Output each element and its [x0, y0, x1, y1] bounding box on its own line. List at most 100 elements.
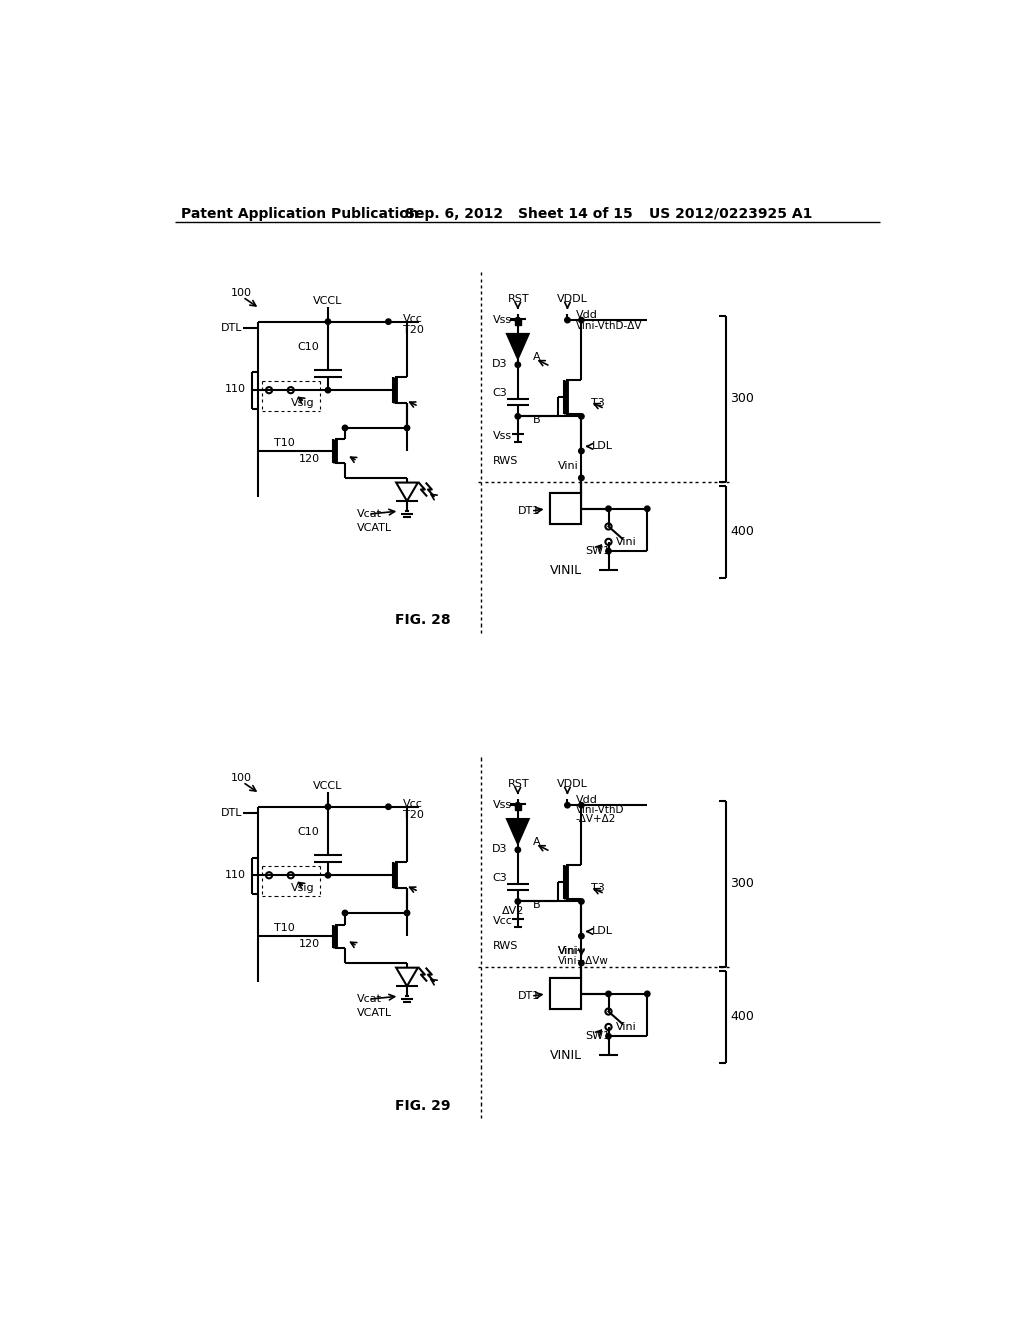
Text: B: B: [534, 416, 541, 425]
Text: Vcc: Vcc: [403, 314, 423, 323]
Text: A: A: [534, 352, 541, 362]
Text: C3: C3: [493, 388, 507, 399]
Text: DTL: DTL: [221, 808, 243, 818]
Text: Vdd: Vdd: [575, 310, 598, 319]
Circle shape: [326, 804, 331, 809]
Text: VCATL: VCATL: [357, 523, 392, 533]
Circle shape: [644, 991, 650, 997]
Bar: [515, 804, 521, 810]
Text: T20: T20: [403, 325, 424, 335]
Text: C3: C3: [493, 874, 507, 883]
Text: 110: 110: [225, 384, 246, 395]
Text: 400: 400: [730, 525, 754, 539]
Text: 300: 300: [730, 878, 754, 890]
Circle shape: [606, 506, 611, 511]
Bar: [550, 978, 582, 1010]
Polygon shape: [507, 818, 528, 843]
Circle shape: [579, 475, 584, 480]
Text: Vsig: Vsig: [291, 399, 314, 408]
Circle shape: [342, 911, 348, 916]
Text: Vini-VthD-ΔV: Vini-VthD-ΔV: [575, 321, 642, 331]
Text: FIG. 28: FIG. 28: [394, 614, 451, 627]
Text: FIG. 29: FIG. 29: [394, 1098, 451, 1113]
Text: VINIL: VINIL: [550, 564, 582, 577]
Circle shape: [579, 317, 584, 323]
Circle shape: [386, 804, 391, 809]
Text: RST: RST: [508, 779, 529, 788]
Circle shape: [579, 803, 584, 808]
Circle shape: [644, 506, 650, 511]
Circle shape: [326, 388, 331, 393]
Text: Vcat: Vcat: [356, 510, 382, 519]
Circle shape: [564, 803, 570, 808]
Text: C10: C10: [297, 342, 318, 352]
Bar: [550, 494, 582, 524]
Text: US 2012/0223925 A1: US 2012/0223925 A1: [649, 207, 812, 220]
Bar: [515, 318, 521, 325]
Circle shape: [515, 317, 520, 323]
Circle shape: [606, 548, 611, 554]
Circle shape: [579, 933, 584, 939]
Text: LDL: LDL: [592, 441, 612, 451]
Text: 100: 100: [231, 774, 252, 783]
Text: D3: D3: [493, 843, 508, 854]
Circle shape: [404, 425, 410, 430]
Text: Vss: Vss: [493, 315, 512, 325]
Text: Vcc: Vcc: [403, 799, 423, 809]
Text: C10: C10: [297, 828, 318, 837]
Text: Vini→: Vini→: [558, 946, 587, 957]
Text: Vini: Vini: [558, 462, 579, 471]
Text: VCCL: VCCL: [313, 296, 343, 306]
Circle shape: [579, 413, 584, 418]
Text: Vini+ΔVw: Vini+ΔVw: [558, 956, 609, 966]
Text: Sheet 14 of 15: Sheet 14 of 15: [518, 207, 633, 220]
Text: T20: T20: [403, 810, 424, 820]
Bar: [550, 494, 582, 524]
Text: DT1: DT1: [518, 506, 540, 516]
Text: SW1: SW1: [586, 1031, 610, 1041]
Text: 120: 120: [299, 454, 319, 463]
Circle shape: [342, 425, 348, 430]
Circle shape: [326, 319, 331, 325]
Text: T10: T10: [273, 924, 295, 933]
Text: 110: 110: [225, 870, 246, 879]
Text: Vdd: Vdd: [575, 795, 598, 805]
Text: Vcc: Vcc: [493, 916, 513, 925]
Text: D3: D3: [493, 359, 508, 370]
Text: Vss: Vss: [493, 800, 512, 810]
Circle shape: [515, 899, 520, 904]
Circle shape: [515, 847, 520, 853]
Text: A: A: [534, 837, 541, 847]
Text: ΔV2: ΔV2: [503, 906, 524, 916]
Circle shape: [404, 911, 410, 916]
Text: RWS: RWS: [493, 941, 518, 952]
Text: DTL: DTL: [221, 323, 243, 333]
Text: Vini: Vini: [616, 1022, 637, 1032]
Text: DT1: DT1: [518, 991, 540, 1001]
Circle shape: [606, 991, 611, 997]
Text: T3: T3: [592, 883, 605, 894]
Text: Vsig: Vsig: [291, 883, 314, 894]
Text: 400: 400: [730, 1010, 754, 1023]
Circle shape: [386, 319, 391, 325]
Text: T3: T3: [592, 399, 605, 408]
Text: Vini-VthD: Vini-VthD: [575, 805, 625, 814]
Bar: [550, 978, 582, 1010]
Circle shape: [564, 317, 570, 323]
Text: RWS: RWS: [493, 455, 518, 466]
Text: VDDL: VDDL: [557, 779, 588, 788]
Circle shape: [606, 1034, 611, 1039]
Text: VCATL: VCATL: [357, 1008, 392, 1018]
Text: RST: RST: [508, 293, 529, 304]
Circle shape: [515, 803, 520, 808]
Text: VINIL: VINIL: [550, 1049, 582, 1063]
Circle shape: [515, 413, 520, 418]
Text: Vini: Vini: [616, 537, 637, 546]
Text: Vini: Vini: [558, 946, 579, 957]
Text: B: B: [534, 900, 541, 911]
Text: VCCL: VCCL: [313, 781, 343, 791]
Text: 300: 300: [730, 392, 754, 405]
Circle shape: [579, 449, 584, 454]
Circle shape: [579, 961, 584, 966]
Circle shape: [579, 899, 584, 904]
